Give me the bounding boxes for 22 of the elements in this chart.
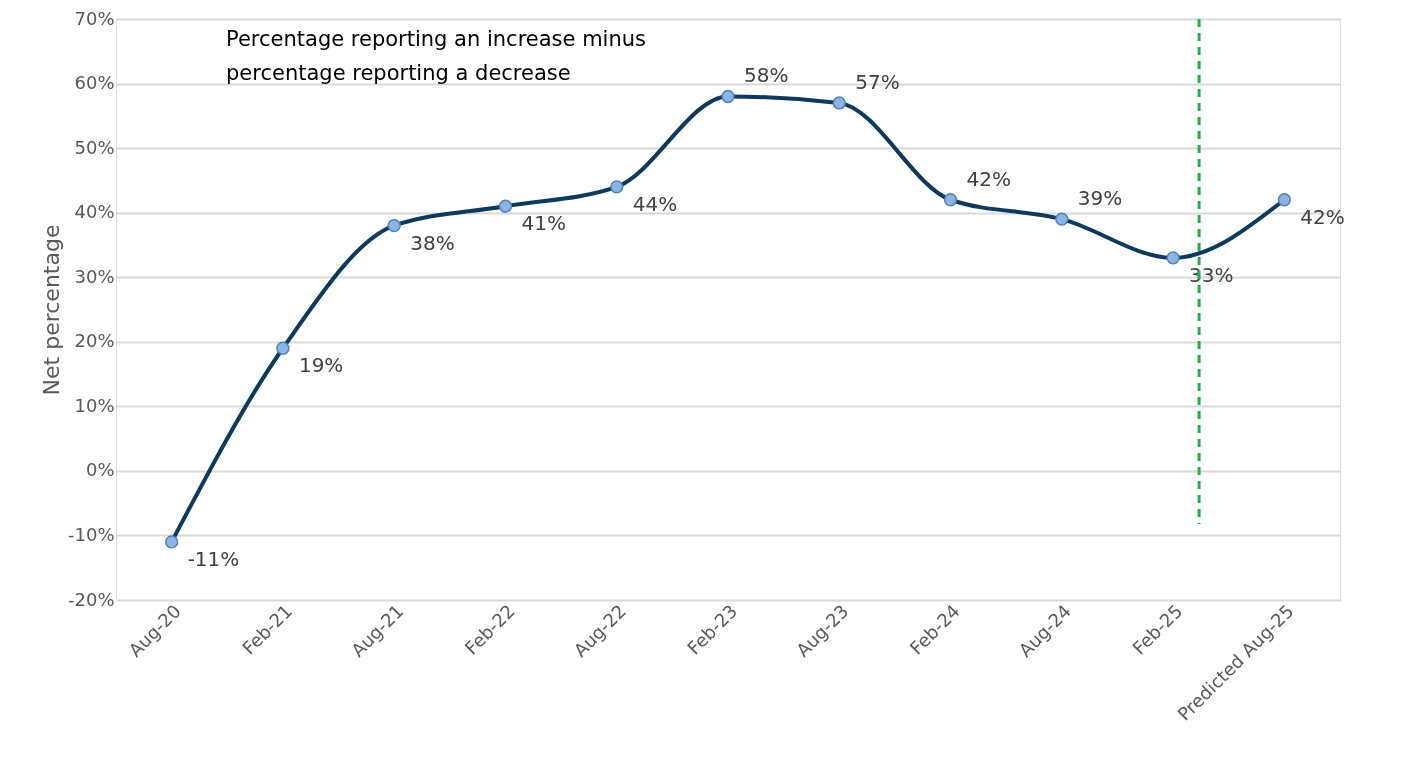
data-label: 57% — [855, 69, 900, 94]
y-tick-label: 20% — [74, 330, 115, 352]
y-tick-label: 70% — [74, 7, 115, 29]
data-label: 38% — [410, 230, 455, 255]
y-tick-label: -10% — [67, 523, 115, 545]
y-tick-label: 10% — [74, 394, 115, 416]
data-label: 19% — [298, 353, 344, 378]
y-tick-label: -20% — [67, 588, 115, 610]
y-tick-label: 40% — [74, 201, 115, 223]
y-tick-label: 0% — [85, 459, 115, 481]
data-label: 58% — [744, 63, 789, 88]
data-label: 39% — [1077, 186, 1123, 211]
annotation: Percentage reporting an increase minus percentage reporting a decrease — [226, 27, 646, 85]
data-label: 41% — [521, 211, 566, 236]
y-tick-label: 50% — [74, 136, 115, 158]
data-label: -11% — [187, 546, 240, 571]
y-tick-label: 30% — [74, 265, 115, 287]
data-label: 42% — [1300, 204, 1345, 229]
data-label: 42% — [966, 166, 1011, 191]
y-tick-label: 60% — [74, 72, 115, 94]
data-label: 44% — [632, 191, 678, 216]
y-axis-title: Net percentage — [39, 224, 64, 396]
